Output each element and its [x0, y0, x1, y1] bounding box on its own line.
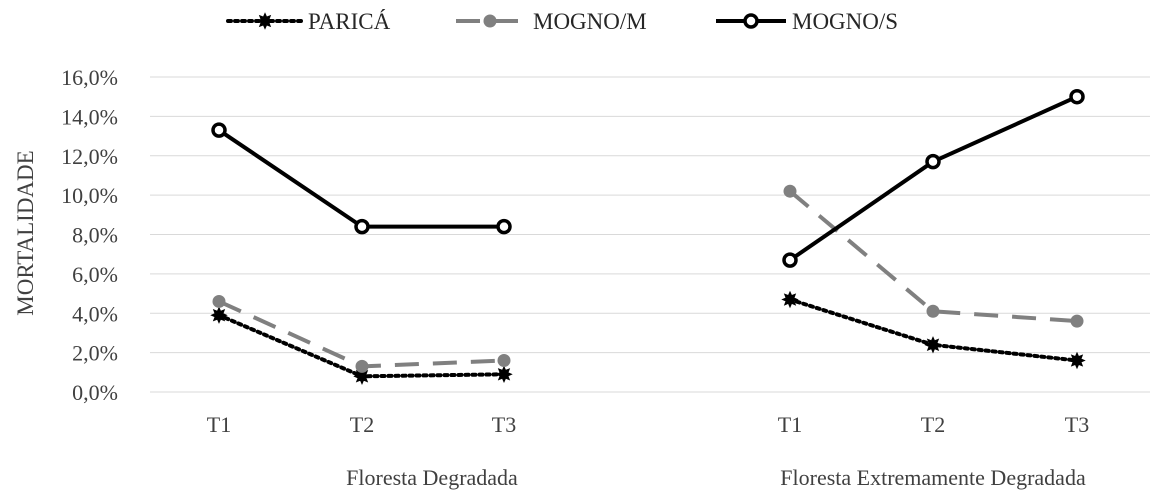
- x-tick-labels: T1 T2 T3 T1 T2 T3: [207, 412, 1089, 437]
- data-point: [926, 304, 940, 318]
- series-mogno-m: [212, 184, 1084, 373]
- group-label: Floresta Extremamente Degradada: [780, 465, 1086, 490]
- data-point: [211, 122, 227, 138]
- x-tick-label: T1: [207, 412, 231, 437]
- y-tick-label: 12,0%: [61, 144, 118, 169]
- data-point: [924, 336, 942, 354]
- x-tick-label: T2: [921, 412, 945, 437]
- data-point: [354, 218, 370, 235]
- data-point: [210, 306, 228, 324]
- y-tick-label: 6,0%: [72, 262, 118, 287]
- x-tick-label: T3: [1065, 412, 1089, 437]
- data-point: [782, 252, 798, 268]
- legend-item: MOGNO/M: [456, 9, 647, 34]
- data-point: [783, 184, 797, 198]
- series-line: [788, 94, 1078, 262]
- data-point: [496, 218, 512, 235]
- data-point: [355, 359, 369, 373]
- y-tick-label: 4,0%: [72, 301, 118, 326]
- y-tick-label: 16,0%: [61, 65, 118, 90]
- y-tick-label: 14,0%: [61, 104, 118, 129]
- legend-marker: [256, 12, 274, 30]
- series-line: [217, 128, 504, 229]
- data-point: [1070, 314, 1084, 328]
- series-mogno-s: [211, 88, 1085, 268]
- data-point: [781, 290, 799, 309]
- legend-item: MOGNO/S: [716, 9, 898, 34]
- group-label: Floresta Degradada: [346, 465, 518, 490]
- series-paric-: [210, 290, 1086, 386]
- x-tick-label: T1: [778, 412, 802, 437]
- data-point: [353, 367, 371, 386]
- x-tick-label: T2: [350, 412, 374, 437]
- data-point: [925, 153, 941, 170]
- data-point: [1068, 351, 1086, 370]
- legend-label: PARICÁ: [308, 9, 391, 34]
- y-tick-label: 0,0%: [72, 380, 118, 405]
- legend-marker: [483, 14, 497, 28]
- y-axis-label: MORTALIDADE: [13, 150, 38, 315]
- y-tick-labels: 0,0% 2,0% 4,0% 6,0% 8,0% 10,0% 12,0% 14,0% 16,0%: [61, 65, 118, 405]
- y-tick-label: 8,0%: [72, 223, 118, 248]
- legend-marker: [743, 13, 759, 29]
- data-point: [497, 354, 511, 367]
- series-layer: [210, 88, 1086, 386]
- legend-label: MOGNO/S: [792, 9, 898, 34]
- legend-label: MOGNO/M: [533, 9, 647, 34]
- x-tick-label: T3: [492, 412, 516, 437]
- series-line: [788, 189, 1078, 324]
- data-point: [1069, 88, 1085, 105]
- gridlines: [150, 76, 1150, 393]
- group-labels: Floresta Degradada Floresta Extremamente …: [346, 465, 1086, 490]
- data-point: [212, 294, 226, 308]
- y-tick-label: 10,0%: [61, 183, 118, 208]
- legend: PARICÁ MOGNO/M MOGNO/S: [226, 9, 898, 34]
- y-tick-label: 2,0%: [72, 341, 118, 366]
- legend-item: PARICÁ: [226, 9, 391, 34]
- data-point: [495, 365, 513, 384]
